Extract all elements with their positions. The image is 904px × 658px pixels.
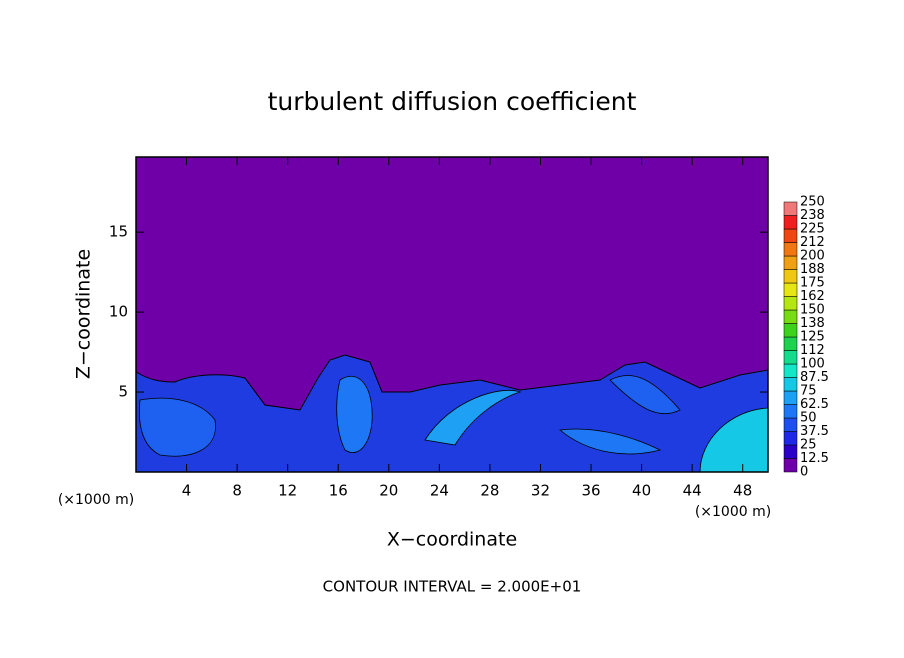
x-tick-label: 36 [581, 482, 600, 500]
colorbar-band [783, 431, 798, 446]
colorbar-label: 238 [800, 208, 825, 223]
colorbar-label: 150 [800, 303, 825, 318]
colorbar-band [783, 228, 798, 243]
colorbar-label: 0 [800, 465, 808, 480]
colorbar-band [783, 309, 798, 324]
colorbar-label: 125 [800, 330, 825, 345]
colorbar-band [783, 336, 798, 351]
colorbar-label: 100 [800, 357, 825, 372]
colorbar-label: 25 [800, 438, 817, 453]
field-region [139, 397, 216, 457]
colorbar-label: 50 [800, 411, 817, 426]
colorbar-band [783, 242, 798, 257]
field-region [336, 375, 373, 453]
x-tick-label: 28 [480, 482, 499, 500]
colorbar-band [783, 323, 798, 338]
colorbar-label: 138 [800, 316, 825, 331]
colorbar-band [783, 350, 798, 365]
colorbar-band [783, 255, 798, 270]
field-region [424, 389, 522, 446]
colorbar-label: 200 [800, 249, 825, 264]
colorbar-label: 175 [800, 276, 825, 291]
x-axis-label: X−coordinate [387, 529, 517, 551]
colorbar-band [783, 201, 798, 216]
colorbar-band [783, 282, 798, 297]
colorbar-label: 112 [800, 343, 825, 358]
x-tick-label: 8 [232, 482, 242, 500]
colorbar-label: 62.5 [800, 397, 829, 412]
colorbar-band [783, 404, 798, 419]
colorbar-band [783, 363, 798, 378]
field [135, 157, 769, 473]
x-tick-label: 48 [733, 482, 752, 500]
y-axis-label: Z−coordinate [73, 249, 95, 379]
colorbar-band [783, 390, 798, 405]
x-tick-label: 40 [632, 482, 651, 500]
colorbar-band [783, 215, 798, 230]
x-tick-label: 20 [379, 482, 398, 500]
colorbar-label: 250 [800, 195, 825, 210]
colorbar-band [783, 417, 798, 432]
colorbar-label: 87.5 [800, 370, 829, 385]
colorbar-band [783, 444, 798, 459]
colorbar-band [783, 377, 798, 392]
colorbar-label: 225 [800, 222, 825, 237]
x-tick-label: 16 [329, 482, 348, 500]
colorbar-band [783, 269, 798, 284]
plot-frame [135, 156, 769, 473]
x-tick-label: 44 [683, 482, 702, 500]
x-axis-unit: (×1000 m) [695, 504, 771, 520]
colorbar-label: 75 [800, 384, 817, 399]
x-tick-label: 12 [278, 482, 297, 500]
chart-title: turbulent diffusion coefficient [268, 87, 637, 116]
colorbar-band [783, 296, 798, 311]
x-tick-label: 4 [182, 482, 192, 500]
x-tick-label: 32 [531, 482, 550, 500]
colorbar-label: 212 [800, 235, 825, 250]
field-region [559, 428, 662, 455]
colorbar-label: 162 [800, 289, 825, 304]
colorbar-label: 37.5 [800, 424, 829, 439]
x-tick-label: 24 [430, 482, 449, 500]
colorbar-label: 188 [800, 262, 825, 277]
y-tick-label: 5 [118, 383, 128, 401]
colorbar-band [783, 458, 798, 473]
contour-note: CONTOUR INTERVAL = 2.000E+01 [323, 578, 582, 596]
colorbar-label: 12.5 [800, 451, 829, 466]
y-tick-label: 15 [109, 223, 128, 241]
y-axis-unit: (×1000 m) [58, 492, 134, 508]
y-tick-label: 10 [109, 303, 128, 321]
field-region [609, 375, 681, 415]
